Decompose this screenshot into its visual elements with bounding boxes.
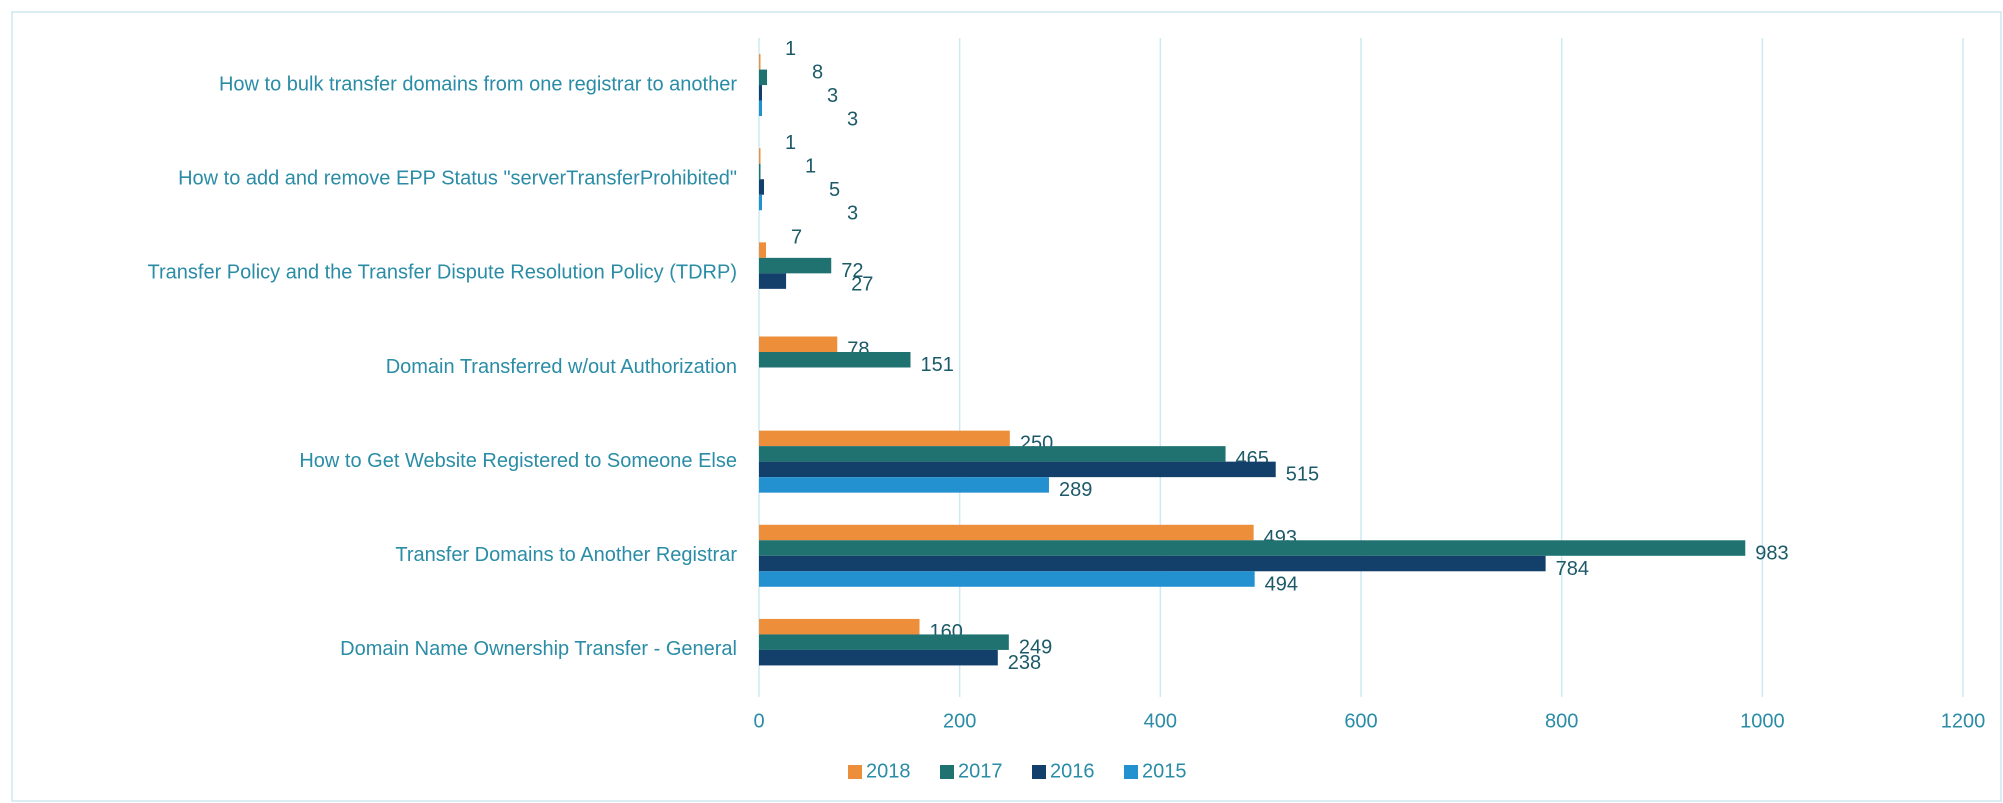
bar: [759, 649, 998, 666]
legend-label: 2017: [958, 760, 1003, 782]
legend-swatch: [940, 765, 954, 779]
data-label: 515: [1286, 464, 1319, 486]
category-label: Transfer Policy and the Transfer Dispute…: [148, 262, 737, 284]
bar: [759, 69, 768, 86]
bar: [759, 194, 763, 211]
data-label: 3: [847, 203, 858, 225]
data-label: 784: [1556, 558, 1589, 580]
data-label: 3: [847, 109, 858, 131]
legend-label: 2015: [1142, 760, 1187, 782]
bar: [759, 461, 1276, 478]
data-label: 7: [791, 226, 802, 248]
data-label: 238: [1008, 652, 1041, 674]
bar: [759, 148, 761, 164]
category-label: Domain Transferred w/out Authorization: [386, 356, 737, 378]
legend-swatch: [1032, 765, 1046, 779]
category-label: Transfer Domains to Another Registrar: [395, 544, 737, 566]
data-label: 1: [785, 38, 796, 60]
x-tick-label: 600: [1344, 710, 1377, 732]
category-label: How to Get Website Registered to Someone…: [299, 450, 737, 472]
bar: [759, 634, 1009, 650]
bar: [759, 571, 1255, 587]
category-label: Domain Name Ownership Transfer - General: [340, 638, 737, 660]
bar: [759, 257, 832, 274]
bar: [759, 336, 838, 352]
data-label: 72: [841, 260, 863, 282]
data-label: 1: [785, 132, 796, 154]
data-label: 1: [805, 156, 816, 178]
legend-swatch: [1124, 765, 1138, 779]
bar: [759, 242, 767, 258]
bar: [759, 430, 1010, 447]
x-tick-label: 200: [943, 710, 976, 732]
legend-label: 2018: [866, 760, 911, 782]
bar: [759, 100, 763, 117]
legend-swatch: [848, 765, 862, 779]
bar: [759, 618, 920, 635]
data-label: 983: [1755, 542, 1788, 564]
bar: [759, 85, 763, 101]
data-label: 3: [827, 85, 838, 107]
bar: [759, 54, 761, 70]
data-label: 27: [851, 273, 873, 295]
chart-frame: [11, 11, 2002, 802]
x-tick-label: 0: [753, 710, 764, 732]
data-label: 8: [812, 62, 823, 84]
bar: [759, 524, 1254, 541]
category-label: How to add and remove EPP Status "server…: [178, 167, 737, 189]
data-label: 494: [1265, 573, 1298, 595]
bar: [759, 555, 1546, 572]
x-tick-label: 1200: [1941, 710, 1986, 732]
bar: [759, 273, 787, 289]
bar: [759, 540, 1746, 556]
legend-label: 2016: [1050, 760, 1095, 782]
bar: [759, 477, 1049, 493]
bar: [759, 446, 1226, 462]
category-label: How to bulk transfer domains from one re…: [219, 73, 737, 95]
bar: [759, 352, 911, 368]
data-label: 249: [1019, 636, 1052, 658]
bar: [759, 179, 765, 195]
x-tick-label: 1000: [1740, 710, 1785, 732]
x-tick-label: 800: [1545, 710, 1578, 732]
bar: [759, 163, 761, 180]
data-label: 151: [921, 354, 954, 376]
data-label: 289: [1059, 479, 1092, 501]
data-label: 5: [829, 179, 840, 201]
x-tick-label: 400: [1144, 710, 1177, 732]
